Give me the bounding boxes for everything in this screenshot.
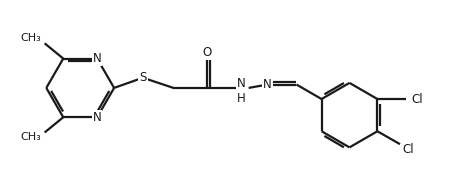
Text: Cl: Cl [402,143,414,156]
Text: N: N [93,52,102,65]
Text: CH₃: CH₃ [21,133,41,142]
Text: O: O [203,46,212,59]
Text: N: N [263,78,272,91]
Text: CH₃: CH₃ [21,33,41,43]
Text: S: S [139,71,147,84]
Text: N
H: N H [237,77,245,105]
Text: N: N [93,111,102,124]
Text: Cl: Cl [411,93,423,106]
